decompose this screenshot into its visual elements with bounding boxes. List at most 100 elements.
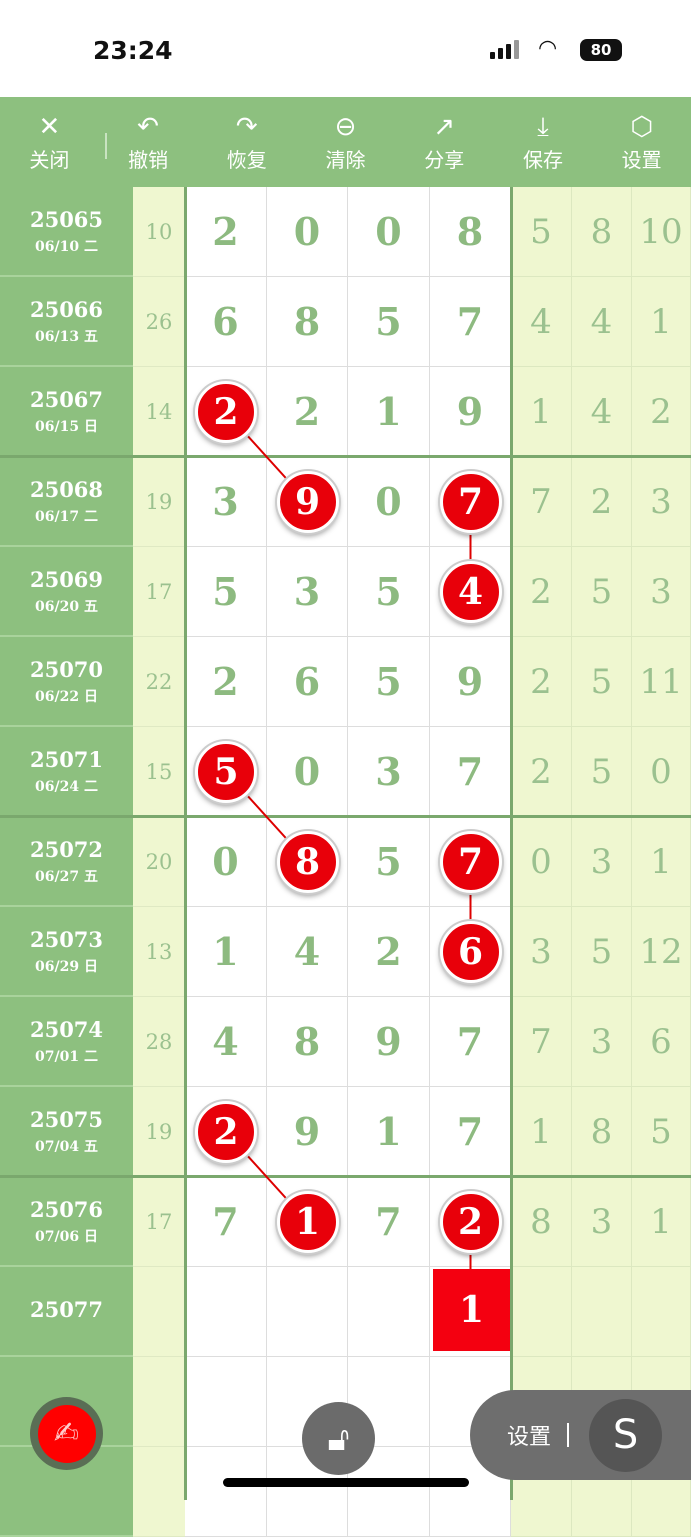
digit-cell[interactable]: 7: [430, 277, 511, 367]
digit-cell[interactable]: 3: [267, 547, 348, 637]
sum-cell: 26: [133, 277, 185, 367]
marked-ball[interactable]: 8: [276, 831, 339, 893]
digit-cell[interactable]: 3: [185, 457, 267, 547]
toolbar-download-button[interactable]: ⤓ 保存: [494, 97, 593, 187]
issue-cell: 25074 07/01 二: [0, 997, 133, 1087]
marked-ball[interactable]: 9: [276, 471, 339, 533]
digit-cell[interactable]: 5: [348, 277, 430, 367]
sum-cell: [133, 1267, 185, 1357]
marked-square[interactable]: 1: [433, 1269, 510, 1351]
toolbar-label: 恢复: [226, 147, 267, 172]
issue-cell: 25073 06/29 日: [0, 907, 133, 997]
digit-cell[interactable]: 3: [348, 727, 430, 817]
pen-button[interactable]: ✍: [30, 1397, 103, 1470]
digit-cell[interactable]: 7: [430, 997, 511, 1087]
chart-grid[interactable]: 25065 06/10 二 10 2 0 0 8 5 8 10 25066 06/13 五 26 6 8 5 7…: [0, 187, 691, 1537]
stat-cell: 2: [511, 547, 572, 637]
digit-cell[interactable]: [348, 1267, 430, 1357]
digit-cell[interactable]: 6: [185, 277, 267, 367]
marked-ball[interactable]: 7: [439, 471, 502, 533]
digit-cell[interactable]: 9: [267, 1087, 348, 1177]
digit-cell[interactable]: 0: [348, 457, 430, 547]
toolbar-redo-button[interactable]: ↷ 恢复: [197, 97, 296, 187]
close-icon: ✕: [38, 111, 61, 142]
marked-ball[interactable]: 1: [276, 1191, 339, 1253]
digit-cell[interactable]: 7: [430, 1087, 511, 1177]
digit-cell[interactable]: 5: [348, 547, 430, 637]
sum-cell: 28: [133, 997, 185, 1087]
digit-cell[interactable]: 8: [430, 187, 511, 277]
digit-cell[interactable]: [185, 1357, 267, 1447]
digit-cell[interactable]: [267, 1267, 348, 1357]
digit-cell[interactable]: 5: [185, 547, 267, 637]
digit-cell[interactable]: 7: [348, 1177, 430, 1267]
issue-number: 25067: [29, 386, 104, 412]
issue-date: 07/06 日: [35, 1228, 98, 1245]
settings-pill[interactable]: 设置 S: [470, 1390, 691, 1480]
digit-cell[interactable]: 8: [267, 997, 348, 1087]
digit-cell[interactable]: 9: [430, 637, 511, 727]
sum-cell: 19: [133, 457, 185, 547]
toolbar-undo-button[interactable]: ↶ 撤销: [99, 97, 198, 187]
digit-cell[interactable]: 9: [430, 367, 511, 457]
toolbar-share-button[interactable]: ↗ 分享: [395, 97, 494, 187]
digit-cell[interactable]: 7: [430, 727, 511, 817]
marked-ball[interactable]: 2: [195, 1101, 257, 1163]
stat-cell: [632, 1267, 691, 1357]
stat-cell: [572, 1267, 632, 1357]
marked-ball[interactable]: 2: [439, 1191, 502, 1253]
digit-cell[interactable]: 7: [185, 1177, 267, 1267]
share-icon: ↗: [433, 111, 456, 142]
toolbar-settings-button[interactable]: ⬡ 设置: [592, 97, 691, 187]
digit-cell[interactable]: 0: [267, 727, 348, 817]
stat-cell: 4: [572, 277, 632, 367]
digit-cell[interactable]: 2: [185, 187, 267, 277]
marked-ball[interactable]: 5: [195, 741, 257, 803]
issue-date: 07/01 二: [35, 1048, 98, 1065]
digit-cell[interactable]: 0: [185, 817, 267, 907]
toolbar-divider: [105, 133, 107, 159]
digit-cell[interactable]: 0: [267, 187, 348, 277]
stat-cell: 8: [511, 1177, 572, 1267]
lock-icon: 🔓︎: [327, 1418, 350, 1459]
marked-ball[interactable]: 6: [439, 921, 502, 983]
issue-date: 06/15 日: [35, 418, 98, 435]
toolbar-close-button[interactable]: ✕ 关闭: [0, 97, 99, 187]
wifi-icon: ◠: [538, 36, 558, 61]
stat-cell: 7: [511, 997, 572, 1087]
issue-cell: 25069 06/20 五: [0, 547, 133, 637]
toolbar-label: 撤销: [128, 147, 169, 172]
marked-ball[interactable]: 4: [439, 561, 502, 623]
digit-cell[interactable]: 2: [185, 637, 267, 727]
digit-cell[interactable]: 1: [185, 907, 267, 997]
marked-ball[interactable]: 2: [195, 381, 257, 443]
digit-cell[interactable]: 2: [267, 367, 348, 457]
home-indicator: [223, 1478, 469, 1487]
s-switch-icon[interactable]: S: [589, 1398, 663, 1472]
settings-label[interactable]: 设置: [507, 1425, 552, 1450]
digit-cell[interactable]: 1: [348, 1087, 430, 1177]
digit-cell[interactable]: [185, 1267, 267, 1357]
stat-cell: 12: [632, 907, 691, 997]
toolbar-clear-button[interactable]: ⊖ 清除: [296, 97, 395, 187]
stat-cell: 6: [632, 997, 691, 1087]
marked-ball[interactable]: 7: [439, 831, 502, 893]
digit-cell[interactable]: 4: [267, 907, 348, 997]
digit-cell[interactable]: 5: [348, 637, 430, 727]
issue-date: 06/24 二: [35, 778, 98, 795]
signature-pen-icon: ✍: [37, 1404, 96, 1463]
digit-cell[interactable]: 9: [348, 997, 430, 1087]
toolbar-label: 设置: [621, 147, 662, 172]
digit-cell[interactable]: 0: [348, 187, 430, 277]
stat-cell: 1: [632, 277, 691, 367]
digit-cell[interactable]: 8: [267, 277, 348, 367]
issue-cell: 25072 06/27 五: [0, 817, 133, 907]
lock-button[interactable]: 🔓︎: [302, 1402, 375, 1475]
digit-cell[interactable]: 6: [267, 637, 348, 727]
stat-cell: 8: [572, 187, 632, 277]
digit-cell[interactable]: 4: [185, 997, 267, 1087]
digit-cell[interactable]: 2: [348, 907, 430, 997]
issue-cell: 25065 06/10 二: [0, 187, 133, 277]
stat-cell: 3: [511, 907, 572, 997]
digit-cell[interactable]: 5: [348, 817, 430, 907]
